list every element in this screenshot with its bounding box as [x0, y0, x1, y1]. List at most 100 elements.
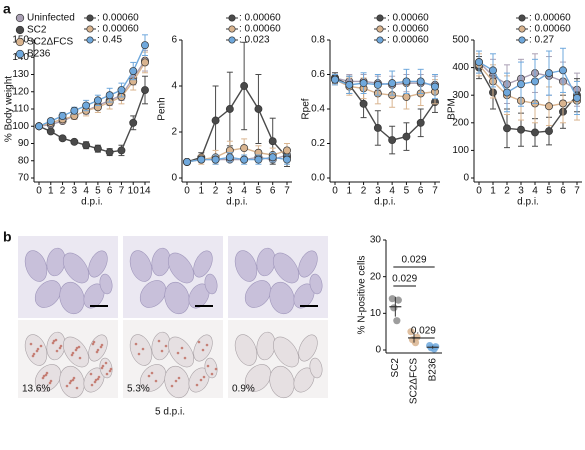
data-point	[531, 77, 539, 86]
x-tick-label: 2	[361, 186, 367, 197]
tissue-section	[34, 364, 62, 392]
stain-spot	[147, 374, 151, 378]
stain-spot	[36, 347, 40, 351]
stain-spot	[55, 349, 59, 353]
tissue-section	[24, 250, 48, 282]
data-point	[559, 66, 567, 75]
y-tick-label: 100	[12, 121, 29, 132]
x-tick-label: 6	[270, 186, 276, 197]
percentage-label: 5.3%	[127, 384, 150, 395]
x-tick-label: 0	[476, 186, 482, 197]
data-point	[117, 86, 126, 94]
data-point	[70, 137, 79, 146]
legend-marker	[15, 37, 25, 47]
stain-spot	[137, 352, 141, 356]
stain-spot	[154, 379, 158, 383]
data-point	[268, 137, 277, 146]
x-tick-label: 4	[83, 186, 89, 197]
data-point	[141, 58, 149, 67]
stain-spot	[134, 342, 138, 346]
x-tick-label: 7	[574, 186, 580, 197]
tissue-section	[59, 281, 85, 315]
y-axis-label: BPM	[447, 98, 458, 120]
x-tick-label: 2	[60, 186, 66, 197]
y-tick-label: 300	[452, 90, 469, 101]
stain-spot	[32, 352, 36, 356]
data-point	[283, 155, 291, 164]
annotation-text: : 0.27	[529, 35, 554, 46]
x-tick-label: 1	[347, 186, 353, 197]
y-tick-label: 130	[12, 69, 29, 80]
stain-spot	[48, 381, 52, 385]
series-line	[38, 60, 146, 127]
y-tick-label: 0.6	[311, 69, 325, 80]
annotation-text: : 0.00060	[529, 13, 571, 24]
stain-spot	[97, 375, 101, 379]
tissue-section	[24, 334, 48, 366]
tissue-section	[204, 357, 218, 379]
comparison-label: 0.029	[392, 274, 417, 285]
stain-spot	[90, 383, 94, 387]
y-tick-label: 0	[463, 173, 469, 184]
annotation-symbol	[518, 14, 526, 22]
annotation-symbol	[376, 25, 384, 33]
x-tick-label: 3	[375, 186, 381, 197]
data-point	[531, 128, 539, 137]
stain-spot	[170, 384, 174, 388]
data-point	[431, 82, 439, 91]
stain-spot	[31, 354, 35, 358]
stain-spot	[75, 346, 79, 350]
y-tick-label: 4	[171, 81, 177, 92]
tissue-section	[298, 334, 318, 362]
data-point	[359, 99, 368, 108]
percentage-label: 13.6%	[22, 384, 50, 395]
stain-spot	[52, 339, 56, 343]
x-tick-label: 3	[518, 186, 524, 197]
x-tick-label: 7	[432, 186, 438, 197]
y-axis-label: Rpef	[301, 98, 312, 119]
annotation-symbol	[376, 14, 384, 22]
data-point	[416, 77, 425, 86]
data-point	[254, 155, 263, 164]
data-point	[373, 80, 382, 89]
stain-spot	[54, 338, 58, 342]
y-tick-label: 0.8	[311, 35, 325, 46]
stain-spot	[91, 342, 95, 346]
data-point	[35, 122, 43, 131]
stain-spot	[183, 356, 187, 360]
tissue-section	[309, 357, 323, 379]
tissue-section	[164, 281, 190, 315]
series-line	[38, 89, 146, 153]
legend-marker	[15, 25, 25, 35]
data-point	[183, 157, 191, 166]
data-point	[254, 105, 263, 113]
y-tick-label: 0.4	[311, 104, 325, 115]
data-point	[517, 125, 525, 134]
stain-spot	[41, 376, 45, 380]
annotation-text: : 0.00060	[387, 24, 429, 35]
data-point	[331, 75, 339, 84]
y-tick-label: 80	[18, 155, 30, 166]
tissue-section	[244, 364, 272, 392]
y-axis-label: % Body weight	[4, 76, 15, 142]
stain-spot	[42, 374, 46, 378]
y-tick-label: 200	[452, 117, 469, 128]
data-point	[545, 102, 553, 111]
stain-spot	[59, 344, 63, 348]
y-tick-label: 100	[452, 145, 469, 156]
data-point	[117, 146, 126, 155]
y-tick-label: 0	[171, 173, 177, 184]
data-point	[93, 96, 102, 105]
data-point	[573, 94, 581, 102]
tissue-section	[59, 365, 85, 399]
x-tick-label: SC2ΔFCS	[409, 358, 420, 404]
panel-label: a	[3, 1, 11, 17]
data-point	[411, 339, 420, 347]
x-tick-label: 4	[389, 186, 395, 197]
data-point	[105, 91, 114, 100]
data-point	[268, 153, 277, 162]
stain-spot	[214, 367, 218, 371]
data-point	[211, 116, 220, 125]
data-point	[489, 66, 497, 75]
